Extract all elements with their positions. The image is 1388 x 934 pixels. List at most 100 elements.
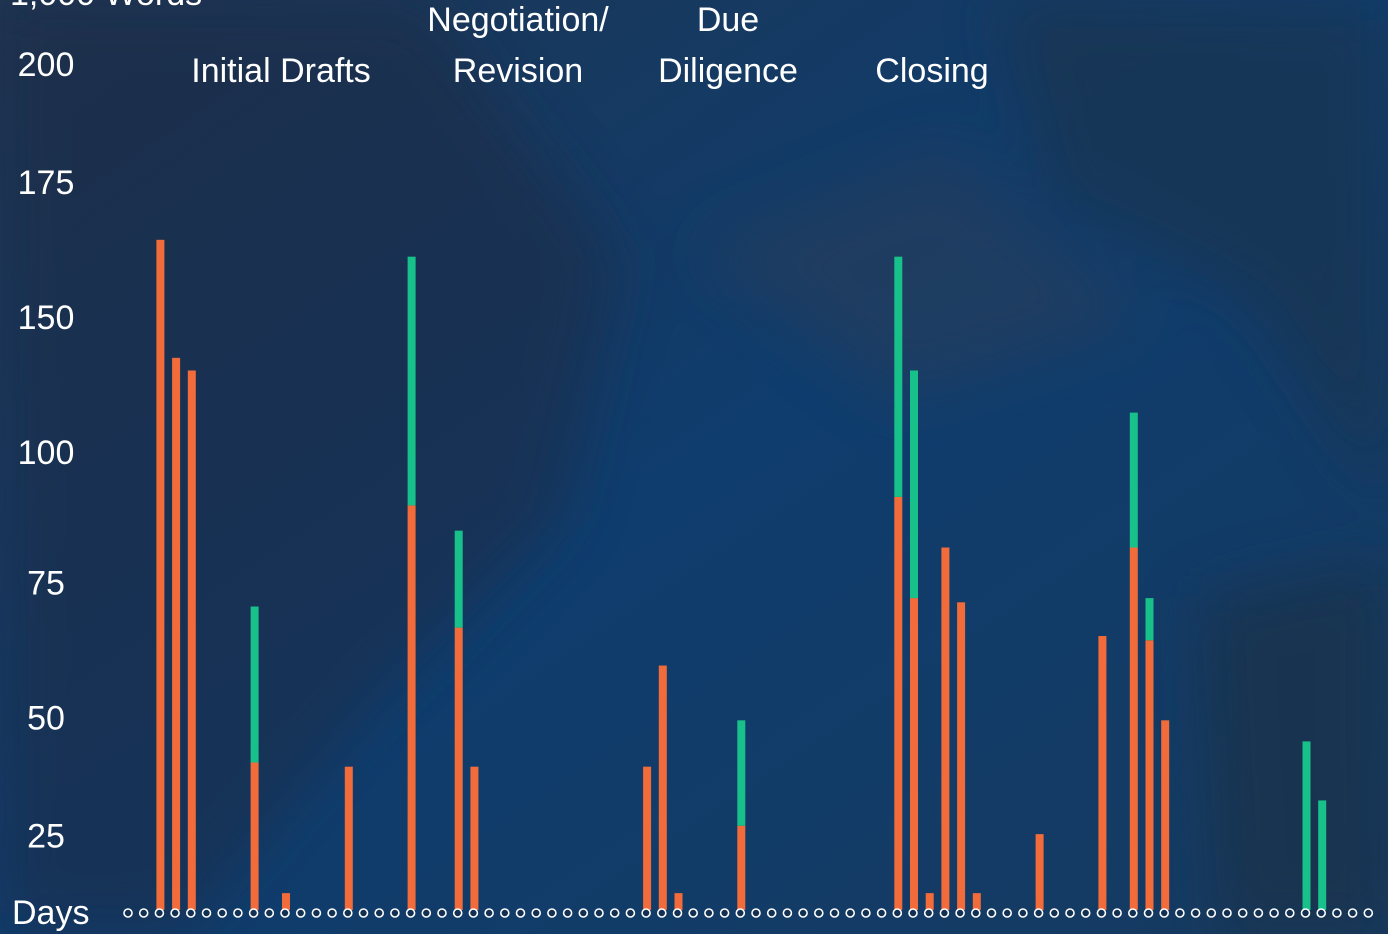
day-marker [861, 908, 871, 918]
day-marker [876, 908, 887, 918]
day-marker [704, 908, 714, 918]
day-marker [452, 908, 463, 918]
bar-segment [1318, 800, 1327, 910]
day-marker [908, 908, 918, 918]
day-marker [735, 908, 746, 918]
day-marker [1363, 908, 1374, 918]
y-tick-label: 175 [18, 164, 75, 202]
day-marker [672, 908, 683, 918]
day-marker [499, 908, 510, 918]
phase-label: Diligence [658, 52, 798, 90]
bar-segment [1129, 547, 1138, 910]
day-marker [688, 908, 699, 918]
bar-segment [156, 239, 165, 910]
day-marker [829, 908, 840, 918]
day-marker [892, 908, 903, 918]
day-marker [782, 908, 793, 918]
y-tick-label: 50 [27, 699, 65, 737]
day-marker [813, 908, 824, 918]
day-marker [1159, 908, 1169, 918]
bar-segment [737, 825, 746, 910]
phase-label: Due [697, 1, 759, 39]
day-marker [170, 908, 180, 918]
bar-segment [737, 720, 746, 826]
bar-segment [894, 256, 903, 497]
bar-segment [187, 370, 196, 911]
bar-segment [972, 893, 981, 910]
day-marker [390, 908, 400, 918]
day-marker [719, 908, 730, 918]
day-marker [1080, 908, 1091, 918]
bar-segment [643, 766, 652, 910]
day-marker [1332, 908, 1342, 918]
day-marker [1002, 908, 1013, 918]
bar-segment [172, 357, 181, 911]
bar-segment [910, 598, 918, 910]
day-marker [138, 908, 149, 918]
day-marker [1347, 908, 1358, 918]
bar-segment [925, 893, 934, 910]
day-marker [955, 908, 965, 918]
day-marker [186, 908, 196, 918]
y-tick-label: 200 [18, 46, 75, 84]
day-marker [1112, 908, 1122, 918]
day-marker [1237, 908, 1248, 918]
day-marker [766, 908, 777, 918]
day-marker [1033, 908, 1044, 918]
day-marker [531, 908, 542, 918]
day-marker [939, 908, 950, 918]
phase-label: Initial Drafts [191, 52, 371, 90]
bar-segment [250, 606, 259, 763]
day-marker [578, 908, 589, 918]
day-marker [123, 908, 133, 918]
day-marker [1206, 908, 1217, 918]
phase-label: Negotiation/ [427, 1, 609, 39]
day-marker [1049, 908, 1060, 918]
y-tick-label: 75 [27, 564, 65, 602]
day-marker [1222, 908, 1232, 918]
day-marker [656, 908, 667, 918]
day-marker [421, 908, 432, 918]
day-marker [217, 908, 227, 918]
day-marker [1175, 908, 1185, 918]
y-tick-label: 150 [18, 299, 75, 337]
bar-segment [344, 766, 353, 910]
bar-segment [658, 665, 667, 910]
day-marker [327, 908, 337, 918]
day-marker [515, 908, 526, 918]
bar-segment [407, 256, 416, 506]
day-marker [923, 908, 934, 918]
day-marker [547, 908, 557, 918]
day-marker [295, 908, 306, 918]
day-marker [986, 908, 997, 918]
bar-segment [894, 496, 903, 910]
y-tick-label: 100 [18, 434, 75, 472]
bar-segment [282, 893, 290, 910]
bar-segment [454, 627, 463, 910]
day-marker [280, 908, 290, 918]
day-marker [233, 908, 243, 918]
day-marker [1065, 908, 1075, 918]
day-marker [484, 908, 494, 918]
day-marker [311, 908, 322, 918]
bar-segment [941, 547, 950, 910]
day-marker [751, 908, 761, 918]
day-marker [405, 908, 416, 918]
day-marker [264, 908, 275, 918]
bar-segment [1145, 640, 1154, 910]
day-marker [1143, 908, 1154, 918]
y-axis-label: 1,000 Words [10, 0, 202, 13]
day-marker [1096, 908, 1107, 918]
day-marker [1285, 908, 1295, 918]
day-marker [562, 908, 573, 918]
day-marker [609, 908, 620, 918]
day-marker [1190, 908, 1201, 918]
bar-segment [250, 762, 259, 910]
day-marker [1269, 908, 1279, 918]
bar-segment [1161, 720, 1170, 910]
day-marker [358, 908, 369, 918]
day-marker [1128, 908, 1138, 918]
day-marker [1300, 908, 1311, 918]
day-marker [248, 908, 259, 918]
